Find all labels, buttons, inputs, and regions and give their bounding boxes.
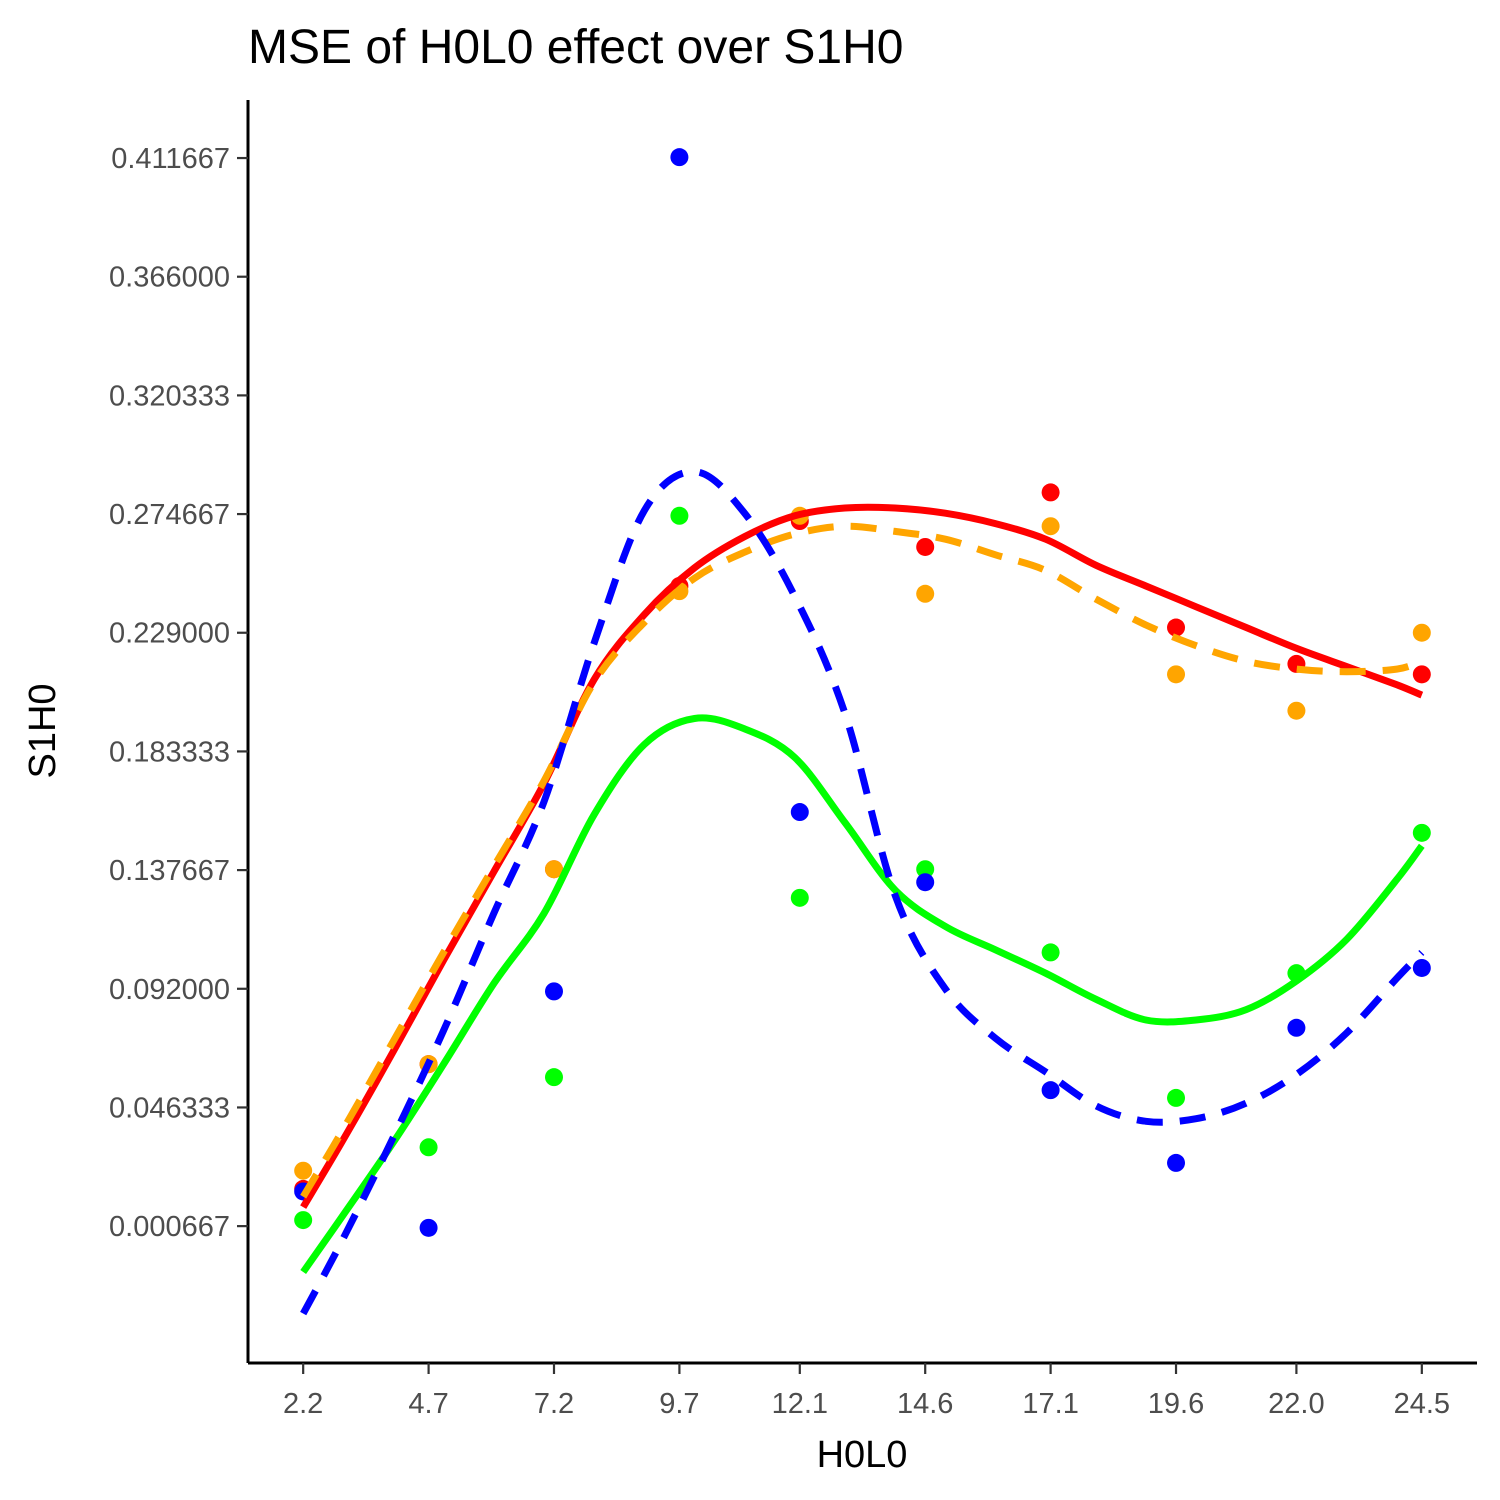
data-point-series-3 xyxy=(544,1068,563,1087)
smooth-line-series-4 xyxy=(300,468,1425,1316)
data-point-series-1 xyxy=(1412,665,1431,684)
data-point-series-2 xyxy=(294,1161,313,1180)
y-tick-label: 0.092000 xyxy=(109,974,230,1006)
data-point-series-1 xyxy=(916,537,935,556)
data-point-series-2 xyxy=(1167,665,1186,684)
data-point-series-4 xyxy=(670,148,689,167)
data-point-series-1 xyxy=(1041,483,1060,502)
smooth-line-series-2 xyxy=(300,522,1423,1199)
y-tick-label: 0.320333 xyxy=(109,380,230,412)
x-axis-title: H0L0 xyxy=(817,1434,908,1476)
x-tick-label: 12.1 xyxy=(772,1388,828,1420)
smooth-line-series-1 xyxy=(300,503,1424,1209)
y-tick-label: 0.229000 xyxy=(109,618,230,650)
data-point-series-4 xyxy=(419,1218,438,1237)
x-tick-label: 7.2 xyxy=(534,1388,574,1420)
data-point-series-3 xyxy=(916,860,935,879)
y-axis-ticks: 0.000667 0.046333 0.092000 0.137667 0.183333… xyxy=(109,143,248,1243)
x-tick-label: 4.7 xyxy=(408,1388,448,1420)
y-axis-title: S1H0 xyxy=(22,683,64,778)
data-point-series-3 xyxy=(294,1211,313,1230)
y-tick-label: 0.366000 xyxy=(109,262,230,294)
x-tick-label: 2.2 xyxy=(283,1388,323,1420)
data-point-series-3 xyxy=(670,506,689,525)
data-point-series-3 xyxy=(790,888,809,907)
x-axis-ticks: 2.2 4.7 7.2 9.7 12.1 14.6 17.1 19.6 22.0 24.5 xyxy=(283,1363,1450,1420)
y-tick-label: 0.137667 xyxy=(109,855,230,887)
data-point-series-2 xyxy=(1287,701,1306,720)
x-tick-label: 14.6 xyxy=(897,1388,953,1420)
x-tick-label: 19.6 xyxy=(1148,1388,1204,1420)
x-tick-label: 22.0 xyxy=(1268,1388,1324,1420)
y-tick-label: 0.183333 xyxy=(109,736,230,768)
x-tick-label: 24.5 xyxy=(1394,1388,1450,1420)
data-point-series-1 xyxy=(1167,618,1186,637)
y-tick-label: 0.046333 xyxy=(109,1092,230,1124)
data-point-series-2 xyxy=(1041,517,1060,536)
y-tick-label: 0.000667 xyxy=(109,1211,230,1243)
plot-area xyxy=(294,148,1431,1316)
smooth-line-series-3 xyxy=(300,714,1425,1275)
chart-title: MSE of H0L0 effect over S1H0 xyxy=(248,21,903,74)
y-tick-label: 0.274667 xyxy=(109,499,230,531)
y-tick-label: 0.411667 xyxy=(111,143,230,175)
data-point-series-2 xyxy=(916,584,935,603)
x-tick-label: 9.7 xyxy=(659,1388,699,1420)
data-point-series-4 xyxy=(790,803,809,822)
x-tick-label: 17.1 xyxy=(1022,1388,1078,1420)
data-point-series-4 xyxy=(916,873,935,892)
data-point-series-4 xyxy=(1412,958,1431,977)
data-point-series-2 xyxy=(544,860,563,879)
data-point-series-3 xyxy=(1167,1088,1186,1107)
data-point-series-3 xyxy=(419,1138,438,1157)
data-point-series-4 xyxy=(1167,1153,1186,1172)
data-point-series-2 xyxy=(1412,623,1431,642)
data-point-series-3 xyxy=(1041,943,1060,962)
data-point-series-3 xyxy=(1412,823,1431,842)
data-point-series-4 xyxy=(1041,1081,1060,1100)
data-point-series-4 xyxy=(544,982,563,1001)
data-point-series-4 xyxy=(1287,1018,1306,1037)
